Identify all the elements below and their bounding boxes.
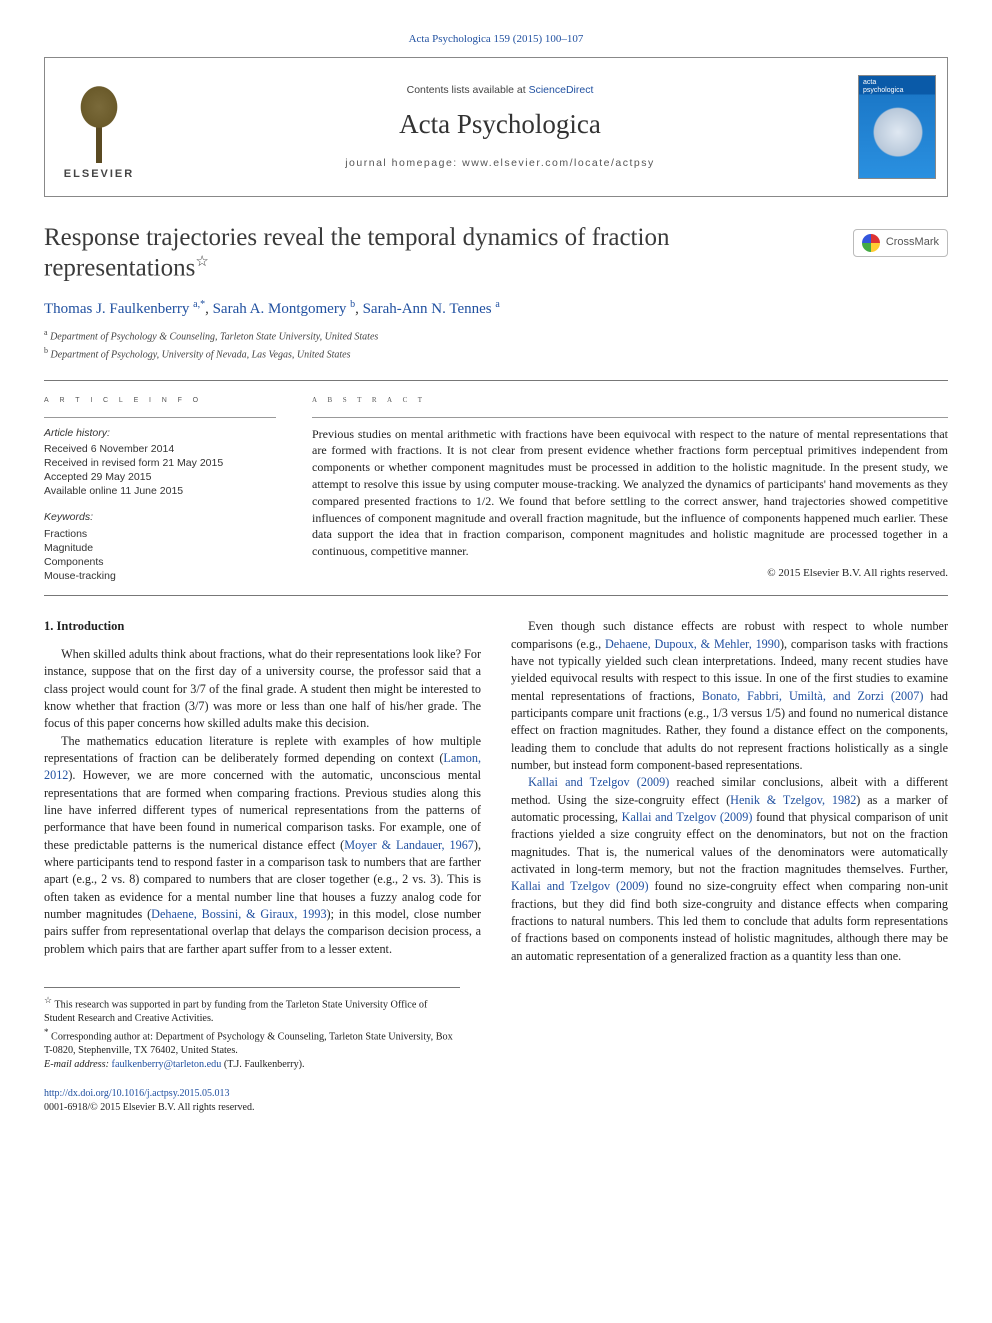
crossmark-icon (862, 234, 880, 252)
citation-link[interactable]: Dehaene, Dupoux, & Mehler, 1990 (605, 637, 780, 651)
corresponding-email-link[interactable]: faulkenberry@tarleton.edu (112, 1059, 222, 1070)
footnote-funding: ☆ This research was supported in part by… (44, 994, 460, 1026)
affiliation-b: b Department of Psychology, University o… (44, 345, 948, 362)
journal-reference: Acta Psychologica 159 (2015) 100–107 (44, 32, 948, 47)
journal-homepage: journal homepage: www.elsevier.com/locat… (345, 156, 655, 170)
citation-link[interactable]: Bonato, Fabbri, Umiltà, and Zorzi (2007) (702, 689, 924, 703)
body-paragraph: Even though such distance effects are ro… (511, 618, 948, 774)
history-line: Received 6 November 2014 (44, 442, 276, 456)
affiliation-a: a Department of Psychology & Counseling,… (44, 327, 948, 344)
aff-a-text: Department of Psychology & Counseling, T… (50, 332, 378, 343)
aff-a-sup: a (44, 328, 48, 337)
abstract-copyright: © 2015 Elsevier B.V. All rights reserved… (312, 566, 948, 581)
aff-b-sup: b (44, 346, 48, 355)
contents-line: Contents lists available at ScienceDirec… (407, 83, 594, 97)
body-paragraph: When skilled adults think about fraction… (44, 646, 481, 733)
journal-cover-thumb[interactable]: actapsychologica (858, 75, 936, 179)
article-title-text: Response trajectories reveal the tempora… (44, 224, 669, 282)
article-meta: a r t i c l e i n f o Article history: R… (44, 393, 948, 583)
journal-citation: 159 (2015) 100–107 (494, 33, 584, 45)
abstract-text: Previous studies on mental arithmetic wi… (312, 426, 948, 560)
body-paragraph: Kallai and Tzelgov (2009) reached simila… (511, 774, 948, 965)
cover-art-icon (869, 106, 927, 164)
elsevier-wordmark: ELSEVIER (64, 167, 134, 182)
history-heading: Article history: (44, 426, 276, 440)
author-2[interactable]: Sarah A. Montgomery (213, 301, 350, 317)
author-3-name: Sarah-Ann N. Tennes (363, 301, 496, 317)
divider (312, 417, 948, 418)
sciencedirect-link[interactable]: ScienceDirect (529, 84, 594, 96)
author-sep: , (355, 301, 363, 317)
body-paragraph: The mathematics education literature is … (44, 733, 481, 958)
elsevier-logo[interactable]: ELSEVIER (55, 72, 143, 182)
publisher-logo-cell: ELSEVIER (45, 58, 153, 196)
abstract-label: a b s t r a c t (312, 393, 948, 407)
homepage-prefix: journal homepage: (345, 157, 462, 169)
history-line: Received in revised form 21 May 2015 (44, 456, 276, 470)
cover-label-1: acta (863, 79, 876, 86)
page-footer: http://dx.doi.org/10.1016/j.actpsy.2015.… (44, 1087, 948, 1114)
keywords-heading: Keywords: (44, 510, 276, 524)
footnote-marker: ☆ (44, 995, 52, 1005)
crossmark-label: CrossMark (886, 235, 939, 250)
issn-copyright: 0001-6918/© 2015 Elsevier B.V. All right… (44, 1101, 948, 1115)
aff-b-text: Department of Psychology, University of … (51, 349, 351, 360)
journal-header: ELSEVIER Contents lists available at Sci… (44, 57, 948, 197)
author-3[interactable]: Sarah-Ann N. Tennes (363, 301, 496, 317)
footnote-text: This research was supported in part by f… (44, 999, 427, 1024)
article-info: a r t i c l e i n f o Article history: R… (44, 393, 276, 583)
journal-title: Acta Psychologica (399, 106, 601, 142)
footnotes: ☆ This research was supported in part by… (44, 987, 460, 1072)
journal-name: Acta Psychologica (409, 33, 491, 45)
divider (44, 380, 948, 381)
history-line: Accepted 29 May 2015 (44, 470, 276, 484)
author-1-name: Thomas J. Faulkenberry (44, 301, 193, 317)
cover-label-2: psychologica (863, 87, 903, 94)
divider (44, 595, 948, 596)
email-label: E-mail address: (44, 1059, 112, 1070)
article-body: 1. Introduction When skilled adults thin… (44, 618, 948, 965)
author-3-aff-sup[interactable]: a (495, 299, 499, 310)
citation-link[interactable]: Kallai and Tzelgov (2009) (528, 775, 669, 789)
author-list: Thomas J. Faulkenberry a,*, Sarah A. Mon… (44, 298, 948, 319)
keyword: Components (44, 555, 276, 569)
citation-link[interactable]: Henik & Tzelgov, 1982 (730, 793, 856, 807)
keyword: Magnitude (44, 541, 276, 555)
citation-link[interactable]: Kallai and Tzelgov (2009) (511, 879, 649, 893)
header-center: Contents lists available at ScienceDirec… (153, 58, 847, 196)
footnote-marker: * (44, 1027, 49, 1037)
title-footnote-marker[interactable]: ☆ (195, 254, 208, 270)
author-sep: , (205, 301, 213, 317)
author-1[interactable]: Thomas J. Faulkenberry (44, 301, 193, 317)
citation-link[interactable]: 1993 (302, 907, 326, 921)
homepage-url[interactable]: www.elsevier.com/locate/actpsy (462, 157, 655, 169)
article-header: Response trajectories reveal the tempora… (44, 223, 948, 284)
history-line: Available online 11 June 2015 (44, 484, 276, 498)
cover-cell: actapsychologica (847, 58, 947, 196)
citation-link[interactable]: Dehaene, Bossini, & Giraux, (151, 907, 297, 921)
affiliations: a Department of Psychology & Counseling,… (44, 327, 948, 362)
citation-link[interactable]: Moyer & Landauer, 1967 (344, 838, 474, 852)
author-2-name: Sarah A. Montgomery (213, 301, 350, 317)
email-attribution: (T.J. Faulkenberry). (221, 1059, 304, 1070)
abstract-block: a b s t r a c t Previous studies on ment… (312, 393, 948, 583)
elsevier-tree-icon (64, 83, 134, 163)
footnote-email: E-mail address: faulkenberry@tarleton.ed… (44, 1058, 460, 1072)
footnote-text: Corresponding author at: Department of P… (44, 1031, 453, 1056)
doi-link[interactable]: http://dx.doi.org/10.1016/j.actpsy.2015.… (44, 1088, 230, 1099)
section-heading-1: 1. Introduction (44, 618, 481, 636)
divider (44, 417, 276, 418)
body-text: The mathematics education literature is … (44, 734, 481, 765)
contents-prefix: Contents lists available at (407, 84, 529, 96)
footnote-corresponding: * Corresponding author at: Department of… (44, 1026, 460, 1058)
article-title: Response trajectories reveal the tempora… (44, 223, 774, 284)
keyword: Fractions (44, 527, 276, 541)
article-info-label: a r t i c l e i n f o (44, 393, 276, 407)
journal-ref-link[interactable]: Acta Psychologica 159 (2015) 100–107 (409, 33, 584, 45)
keyword: Mouse-tracking (44, 569, 276, 583)
crossmark-button[interactable]: CrossMark (853, 229, 948, 257)
citation-link[interactable]: Kallai and Tzelgov (2009) (622, 810, 753, 824)
